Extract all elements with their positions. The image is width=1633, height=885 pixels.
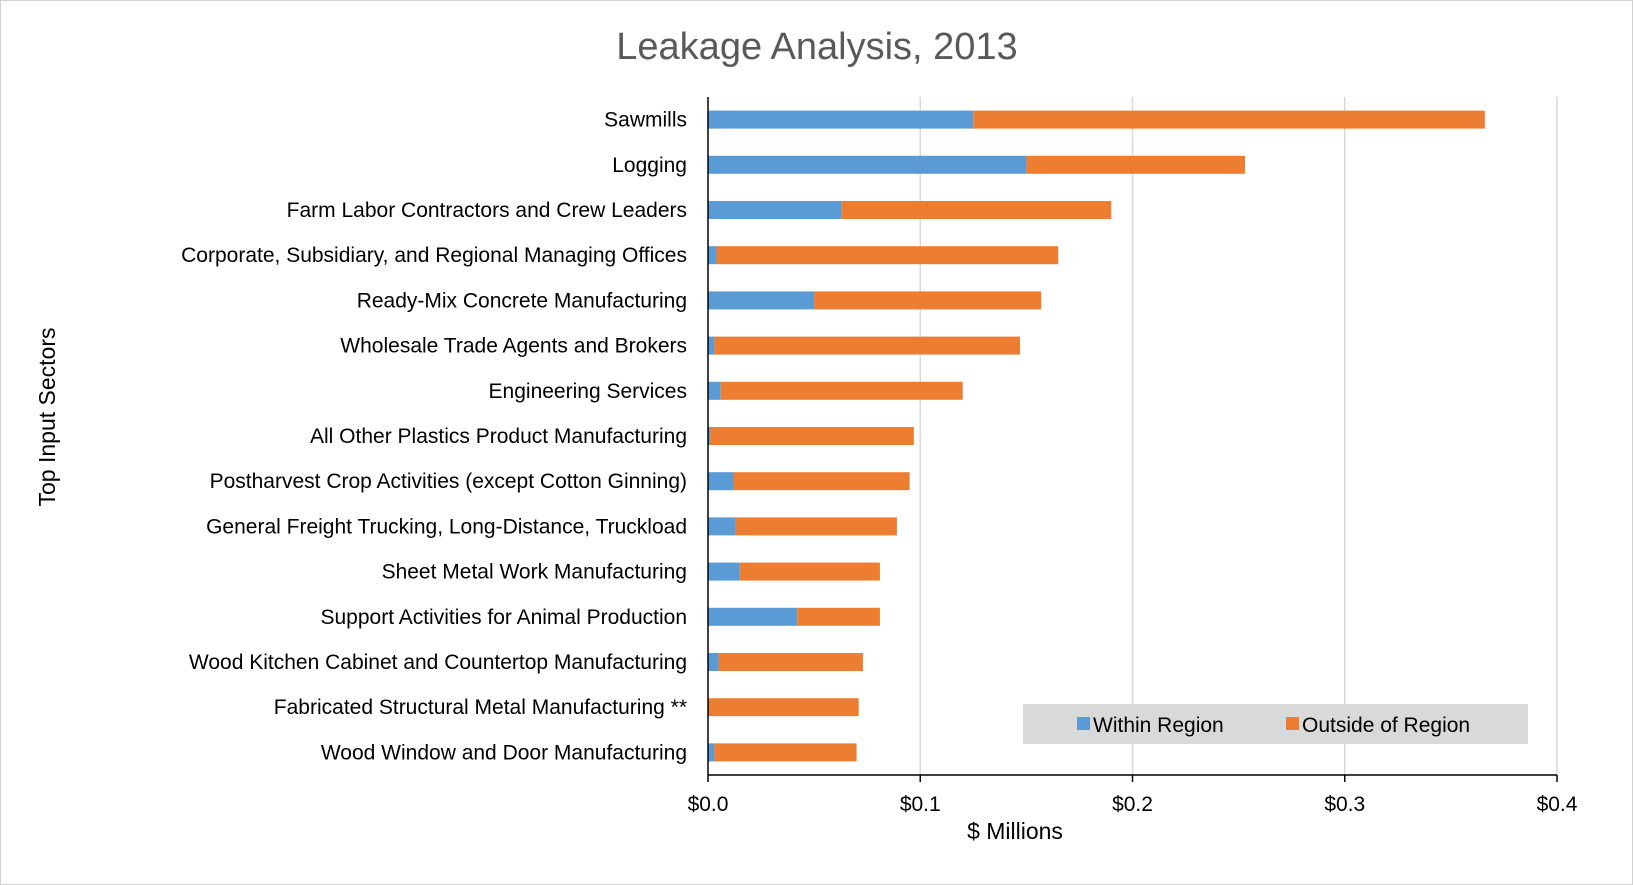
x-tick-label: $0.1 (900, 793, 941, 816)
category-labels: Sawmills Logging Farm Labor Contractors an… (181, 109, 687, 765)
category-label: Corporate, Subsidiary, and Regional Mana… (181, 244, 687, 267)
legend-swatch-outside-of-region (1286, 717, 1299, 730)
legend-swatch-within-region (1077, 717, 1090, 730)
bar-outside-of-region (708, 698, 859, 717)
bar-outside-of-region (739, 562, 880, 581)
bar-within-region (708, 381, 721, 400)
bar-within-region (708, 110, 974, 129)
bar-within-region (708, 336, 715, 355)
category-label: Support Activities for Animal Production (320, 606, 687, 629)
category-label: Wood Kitchen Cabinet and Countertop Manu… (189, 651, 687, 674)
bar-within-region (708, 155, 1027, 174)
legend-background (1023, 704, 1528, 744)
bars (708, 110, 1485, 762)
bar-within-region (708, 246, 717, 265)
bar-within-region (708, 653, 719, 671)
category-label: General Freight Trucking, Long-Distance,… (206, 515, 687, 538)
x-tick-label: $0.2 (1112, 793, 1153, 816)
bar-outside-of-region (714, 743, 857, 762)
bar-outside-of-region (718, 653, 863, 671)
bar-within-region (708, 427, 711, 445)
bar-within-region (708, 517, 736, 536)
bar-outside-of-region (710, 427, 914, 445)
category-label: Wood Window and Door Manufacturing (321, 741, 687, 764)
bar-outside-of-region (841, 201, 1112, 219)
category-label: Farm Labor Contractors and Crew Leaders (287, 199, 687, 222)
category-label: Fabricated Structural Metal Manufacturin… (274, 696, 687, 719)
x-tick-label: $0.0 (688, 793, 729, 816)
bar-within-region (708, 472, 734, 491)
y-axis-title: Top Input Sectors (34, 328, 60, 507)
category-label: Logging (612, 154, 687, 177)
category-label: Postharvest Crop Activities (except Cott… (210, 470, 687, 493)
bar-within-region (708, 201, 842, 219)
category-label: Sawmills (604, 109, 687, 132)
bar-outside-of-region (973, 110, 1485, 129)
bar-outside-of-region (716, 246, 1059, 265)
legend-label-outside-of-region: Outside of Region (1302, 714, 1470, 737)
bar-within-region (708, 291, 815, 310)
legend-label-within-region: Within Region (1093, 714, 1224, 737)
bar-outside-of-region (714, 336, 1021, 355)
bar-outside-of-region (814, 291, 1042, 310)
category-label: All Other Plastics Product Manufacturing (310, 425, 687, 448)
bar-within-region (708, 562, 740, 581)
bar-outside-of-region (1026, 155, 1245, 174)
category-label: Sheet Metal Work Manufacturing (382, 561, 687, 584)
bar-outside-of-region (735, 517, 897, 536)
chart-title: Leakage Analysis, 2013 (616, 26, 1017, 68)
legend: Within Region Outside of Region (1023, 704, 1528, 744)
x-tick-label: $0.4 (1537, 793, 1578, 816)
x-tick-label: $0.3 (1324, 793, 1365, 816)
bar-within-region (708, 607, 798, 626)
category-label: Engineering Services (489, 380, 687, 403)
bar-outside-of-region (720, 381, 963, 400)
x-axis-title: $ Millions (967, 818, 1063, 844)
category-label: Ready-Mix Concrete Manufacturing (357, 289, 687, 312)
x-axis: $0.0 $0.1 $0.2 $0.3 $0.4 (688, 97, 1578, 816)
bar-outside-of-region (797, 607, 880, 626)
bar-within-region (708, 743, 715, 762)
bar-outside-of-region (733, 472, 910, 491)
category-label: Wholesale Trade Agents and Brokers (340, 335, 687, 358)
gridlines (919, 97, 1558, 775)
